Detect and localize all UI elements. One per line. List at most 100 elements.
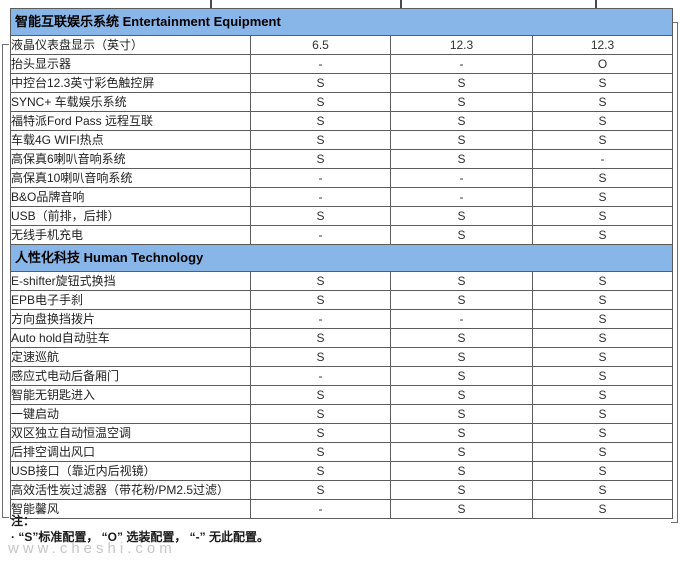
feature-value: S: [390, 442, 533, 462]
feature-label: 智能无钥匙进入: [10, 385, 251, 405]
spec-table: 智能互联娱乐系统 Entertainment Equipment 液晶仪表盘显示（…: [9, 8, 674, 519]
feature-value: S: [390, 385, 533, 405]
table-row: 抬头显示器 - - O: [10, 54, 674, 74]
feature-label: B&O品牌音响: [10, 187, 251, 207]
table-row: USB（前排，后排） S S S: [10, 206, 674, 226]
feature-value: S: [531, 92, 674, 112]
column-tick: [595, 0, 597, 8]
feature-value: S: [250, 442, 391, 462]
table-row: 智能馨风 - S S: [10, 499, 674, 519]
feature-value: -: [250, 366, 391, 386]
table-row: 福特派Ford Pass 远程互联 S S S: [10, 111, 674, 131]
feature-label: 一键启动: [10, 404, 251, 424]
table-row: 高保真6喇叭音响系统 S S -: [10, 149, 674, 169]
table-row: 无线手机充电 - S S: [10, 225, 674, 245]
feature-value: S: [250, 423, 391, 443]
table-row: Auto hold自动驻车 S S S: [10, 328, 674, 348]
section-title: 智能互联娱乐系统 Entertainment Equipment: [9, 8, 674, 36]
note-label: 注：: [11, 514, 36, 528]
feature-value: S: [390, 347, 533, 367]
feature-label: 液晶仪表盘显示（英寸）: [10, 35, 251, 55]
feature-value: S: [390, 73, 533, 93]
feature-value: S: [390, 290, 533, 310]
spec-table-body: 智能互联娱乐系统 Entertainment Equipment 液晶仪表盘显示（…: [9, 8, 674, 519]
feature-value: S: [390, 461, 533, 481]
table-row: E-shifter旋钮式换挡 S S S: [10, 271, 674, 291]
table-row: SYNC+ 车载娱乐系统 S S S: [10, 92, 674, 112]
feature-label: 感应式电动后备厢门: [10, 366, 251, 386]
table-row: 方向盘换挡拨片 - - S: [10, 309, 674, 329]
feature-value: S: [250, 73, 391, 93]
feature-value: S: [390, 130, 533, 150]
feature-value: S: [390, 404, 533, 424]
feature-value: S: [531, 366, 674, 386]
table-row: B&O品牌音响 - - S: [10, 187, 674, 207]
table-row: 车载4G WIFI热点 S S S: [10, 130, 674, 150]
feature-value: S: [531, 499, 674, 519]
table-row: USB接口（靠近内后视镜） S S S: [10, 461, 674, 481]
feature-value: -: [390, 168, 533, 188]
feature-label: Auto hold自动驻车: [10, 328, 251, 348]
feature-value: S: [531, 423, 674, 443]
feature-value: S: [531, 347, 674, 367]
feature-value: -: [390, 54, 533, 74]
feature-label: EPB电子手刹: [10, 290, 251, 310]
feature-value: S: [531, 328, 674, 348]
feature-value: -: [250, 168, 391, 188]
feature-value: S: [531, 385, 674, 405]
table-row: 高保真10喇叭音响系统 - - S: [10, 168, 674, 188]
section-title: 人性化科技 Human Technology: [9, 244, 674, 272]
crop-mark-right: [677, 22, 678, 523]
feature-value: -: [250, 187, 391, 207]
feature-value: S: [390, 111, 533, 131]
feature-value: S: [250, 328, 391, 348]
feature-value: 6.5: [250, 35, 391, 55]
feature-value: 12.3: [390, 35, 533, 55]
feature-value: S: [531, 404, 674, 424]
feature-label: 车载4G WIFI热点: [10, 130, 251, 150]
feature-value: S: [531, 206, 674, 226]
feature-label: 高效活性炭过滤器（带花粉/PM2.5过滤）: [10, 480, 251, 500]
feature-value: S: [250, 271, 391, 291]
feature-value: O: [531, 54, 674, 74]
feature-value: S: [531, 130, 674, 150]
feature-label: USB接口（靠近内后视镜）: [10, 461, 251, 481]
feature-label: 方向盘换挡拨片: [10, 309, 251, 329]
feature-value: -: [250, 309, 391, 329]
feature-value: S: [390, 206, 533, 226]
feature-value: S: [390, 149, 533, 169]
watermark: www.cheshi.com: [8, 540, 176, 557]
feature-value: 12.3: [531, 35, 674, 55]
feature-value: -: [390, 309, 533, 329]
feature-value: -: [250, 225, 391, 245]
section-header-row: 智能互联娱乐系统 Entertainment Equipment: [9, 8, 674, 36]
feature-value: S: [390, 366, 533, 386]
section-header-row: 人性化科技 Human Technology: [9, 244, 674, 272]
feature-value: S: [390, 423, 533, 443]
feature-label: SYNC+ 车载娱乐系统: [10, 92, 251, 112]
feature-label: 双区独立自动恒温空调: [10, 423, 251, 443]
table-row: 双区独立自动恒温空调 S S S: [10, 423, 674, 443]
column-tick: [210, 0, 212, 8]
feature-value: S: [390, 225, 533, 245]
column-tick: [400, 0, 402, 8]
feature-value: -: [531, 149, 674, 169]
feature-label: 无线手机充电: [10, 225, 251, 245]
table-row: 定速巡航 S S S: [10, 347, 674, 367]
feature-label: 智能馨风: [10, 499, 251, 519]
table-row: 高效活性炭过滤器（带花粉/PM2.5过滤） S S S: [10, 480, 674, 500]
feature-label: 后排空调出风口: [10, 442, 251, 462]
feature-value: S: [250, 480, 391, 500]
feature-label: USB（前排，后排）: [10, 206, 251, 226]
feature-label: 中控台12.3英寸彩色触控屏: [10, 73, 251, 93]
feature-value: -: [250, 54, 391, 74]
feature-value: S: [531, 290, 674, 310]
feature-value: S: [390, 328, 533, 348]
table-row: 一键启动 S S S: [10, 404, 674, 424]
feature-value: S: [531, 168, 674, 188]
notes: 注： · “S”标准配置， “O” 选装配置， “-” 无此配置。: [11, 514, 671, 545]
crop-mark-left-bottom: [2, 517, 9, 518]
crop-mark-right-bottom: [671, 522, 678, 523]
feature-value: S: [531, 187, 674, 207]
